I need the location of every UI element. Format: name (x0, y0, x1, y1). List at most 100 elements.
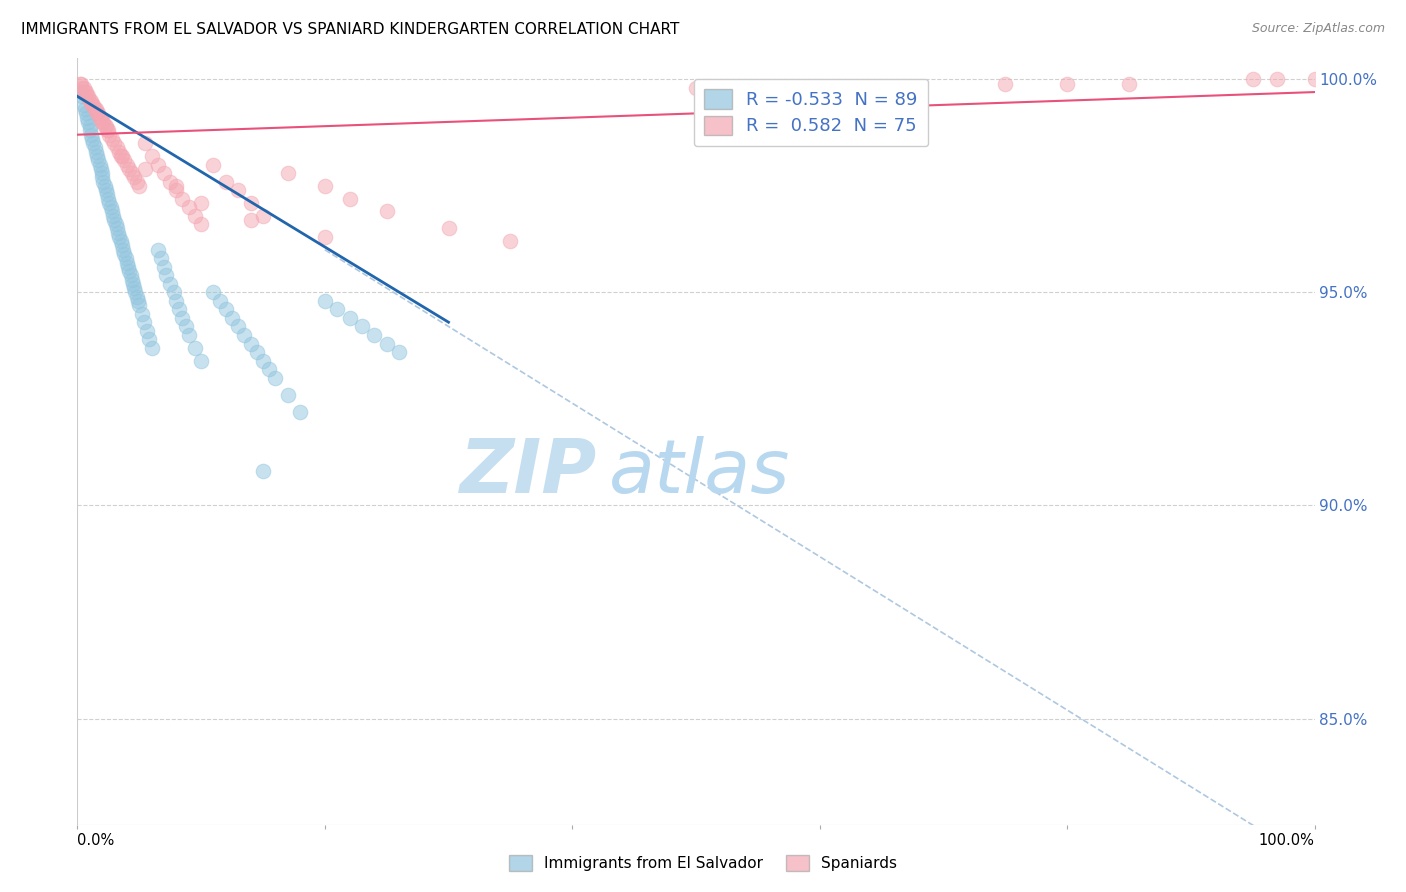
Point (90, 161, 112, 176)
Point (314, 293, 336, 308)
Point (90, 111, 112, 125)
Point (257, 362, 280, 376)
Point (80, 128, 103, 142)
Point (76, 111, 98, 125)
Point (103, 213, 125, 227)
Point (437, 221, 460, 235)
Point (141, 149, 163, 163)
Point (124, 285, 146, 300)
Point (190, 217, 212, 231)
Point (233, 328, 256, 343)
Point (177, 328, 200, 343)
Point (167, 302, 190, 317)
Point (120, 268, 142, 283)
Point (375, 336, 398, 351)
Point (314, 178, 336, 193)
Point (252, 209, 274, 223)
Point (93, 119, 115, 133)
Point (91, 115, 114, 129)
Point (339, 192, 361, 206)
Point (159, 277, 181, 291)
Point (221, 310, 243, 325)
Text: Source: ZipAtlas.com: Source: ZipAtlas.com (1251, 22, 1385, 36)
Point (108, 230, 131, 244)
Point (72, 89, 94, 103)
Point (202, 157, 225, 171)
Point (174, 319, 197, 334)
Point (134, 315, 156, 329)
Point (89, 111, 111, 125)
Point (111, 238, 134, 252)
Text: 0.0%: 0.0% (77, 833, 114, 847)
Point (239, 213, 262, 227)
Point (80, 94, 103, 108)
Point (747, 80, 769, 95)
Point (190, 195, 212, 210)
Point (72, 98, 94, 112)
Point (73, 102, 96, 116)
Point (114, 252, 136, 266)
Point (75, 106, 97, 120)
Point (125, 175, 148, 189)
Point (86, 149, 108, 163)
Point (350, 319, 373, 334)
Point (314, 230, 336, 244)
Point (375, 204, 398, 219)
Point (77, 89, 100, 103)
Point (101, 204, 124, 219)
Point (127, 293, 149, 308)
Point (79, 123, 101, 137)
Text: atlas: atlas (609, 436, 790, 508)
Point (128, 298, 150, 312)
Point (79, 94, 101, 108)
Point (146, 157, 169, 171)
Point (685, 80, 707, 95)
Point (288, 405, 311, 419)
Point (131, 307, 153, 321)
Point (91, 115, 114, 129)
Point (75, 85, 97, 99)
Point (94, 119, 117, 133)
Legend: Immigrants from El Salvador, Spaniards: Immigrants from El Salvador, Spaniards (503, 849, 903, 877)
Point (77, 115, 100, 129)
Point (277, 387, 299, 401)
Point (264, 370, 287, 384)
Point (1118, 77, 1140, 91)
Point (1303, 72, 1326, 87)
Point (121, 166, 143, 180)
Point (72, 80, 94, 95)
Point (96, 123, 118, 137)
Point (138, 332, 160, 346)
Point (83, 140, 105, 154)
Point (94, 183, 117, 197)
Point (163, 285, 186, 300)
Point (165, 178, 187, 193)
Point (252, 353, 274, 368)
Point (96, 187, 118, 202)
Point (103, 209, 125, 223)
Point (87, 153, 110, 168)
Point (105, 221, 128, 235)
Point (153, 166, 176, 180)
Point (125, 290, 148, 304)
Point (110, 234, 132, 248)
Point (155, 268, 177, 283)
Point (208, 293, 231, 308)
Point (115, 157, 138, 171)
Point (84, 102, 107, 116)
Point (107, 226, 129, 240)
Point (73, 85, 96, 99)
Point (121, 272, 143, 286)
Point (115, 255, 138, 269)
Point (100, 200, 122, 214)
Point (388, 345, 411, 359)
Point (112, 247, 135, 261)
Point (89, 157, 111, 171)
Point (97, 123, 120, 137)
Point (363, 328, 385, 343)
Point (239, 336, 262, 351)
Point (118, 161, 141, 176)
Point (118, 264, 141, 278)
Point (277, 166, 299, 180)
Point (91, 175, 114, 189)
